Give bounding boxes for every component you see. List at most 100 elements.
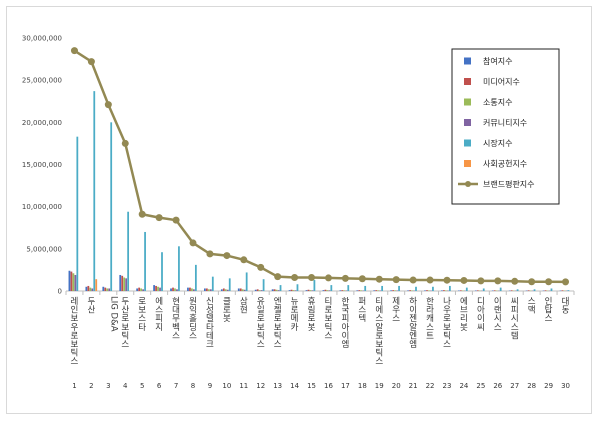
rank-label: 11 [239,382,248,390]
bar [258,290,261,291]
line-point [172,216,180,224]
x-axis-labels: 레 인 보 우 로 보 틱 스 1 두 산 2 LIG D&A 3 두 산 로 보 틱 스 4 로 보 스 타 5 에 스 피 지 6 현 대 무… [71,296,570,390]
line-point [341,274,349,282]
bar [292,290,295,291]
bar [172,287,174,291]
bar [254,289,257,291]
bar [262,279,265,291]
rank-label: 15 [307,382,316,390]
bar [140,288,142,291]
bar [465,287,468,291]
legend-label: 커뮤니티지수 [483,118,527,128]
rank-label: 16 [324,382,333,390]
bar [561,290,564,291]
rank-label: 17 [341,382,350,390]
line-point [562,278,570,286]
rank-label: 14 [290,382,299,390]
bar [360,290,363,291]
line-point [528,278,536,286]
bar [493,290,496,291]
bar [309,290,312,291]
bar [307,289,310,291]
legend-swatch [464,119,471,126]
y-tick-label: 0 [58,288,62,296]
line-point [477,277,485,285]
legend-box [451,48,560,205]
bar [328,290,331,291]
bar [290,289,293,291]
y-tick-label: 10,000,000 [22,203,62,211]
bar [106,288,109,291]
legend-swatch [464,78,471,85]
bar [443,290,445,291]
line-point [274,273,282,281]
line-point [494,277,502,285]
bar [187,287,189,291]
bar [191,288,193,291]
line-point [443,276,451,284]
bar [381,285,384,291]
bar [89,287,92,291]
bar [407,290,409,291]
bar [205,288,208,291]
bar [424,290,426,291]
bar [193,289,195,291]
rank-label: 27 [510,382,519,390]
bar [102,286,105,291]
bar [85,286,88,291]
rank-label: 7 [174,382,178,390]
bar [544,290,547,291]
category-label: LIG D&A [108,296,118,332]
line-point [392,276,400,284]
line-point [138,210,146,218]
chart-axes: 0 5,000,000 10,000,000 15,000,000 20,000,000… [22,35,575,296]
line-point [121,139,129,147]
bar [277,290,280,291]
line-point [87,58,95,66]
bar [70,271,73,291]
rank-label: 29 [544,382,553,390]
y-tick-label: 5,000,000 [26,245,62,253]
bar [121,275,124,291]
bar [326,290,329,291]
bar [228,278,231,291]
bar [288,290,291,291]
bar [409,290,411,291]
rank-label: 21 [409,382,418,390]
bar [478,290,481,291]
bar [516,289,519,291]
bar [499,287,502,291]
bar [343,290,346,291]
bar [341,290,344,291]
bar [311,290,314,291]
rank-label: 4 [123,382,128,390]
bar [256,289,259,291]
line-point [155,214,163,222]
line-point [240,256,248,264]
bar [411,290,413,291]
line-point [375,275,383,283]
rank-label: 5 [140,382,144,390]
bar [345,290,348,291]
bar [358,290,361,291]
bar [127,211,130,291]
rank-label: 23 [443,382,452,390]
bar [441,290,443,291]
rank-label: 25 [476,382,485,390]
bar [237,288,240,291]
bar [176,289,178,291]
line-point [223,252,231,260]
bar [476,290,479,291]
bar [322,290,325,291]
bar [275,289,278,291]
bar [245,272,248,291]
